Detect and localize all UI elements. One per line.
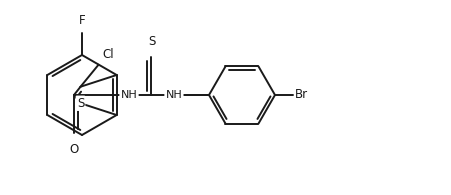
Text: NH: NH <box>165 90 182 100</box>
Text: S: S <box>147 35 155 48</box>
Text: F: F <box>78 14 85 27</box>
Text: Cl: Cl <box>102 48 114 61</box>
Text: NH: NH <box>120 90 137 100</box>
Text: Br: Br <box>295 89 308 102</box>
Text: O: O <box>69 143 78 156</box>
Text: S: S <box>77 97 84 110</box>
